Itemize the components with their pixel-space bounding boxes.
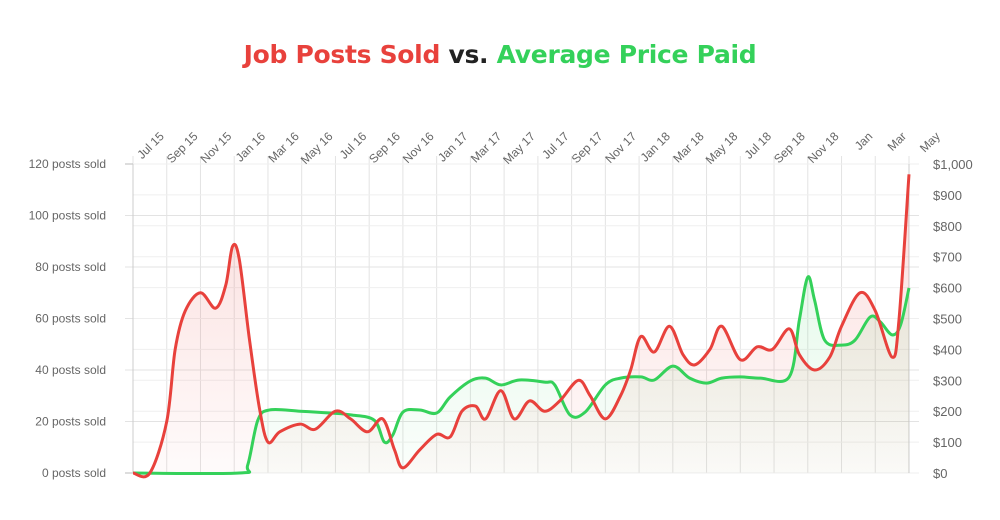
y-right-tick-label: $500 xyxy=(933,312,962,327)
x-tick-label: Nov 16 xyxy=(400,129,437,166)
x-tick-label: Jan 17 xyxy=(435,129,471,165)
x-tick-label: Mar 18 xyxy=(670,129,707,166)
y-left-tick-label: 40 posts sold xyxy=(35,363,106,377)
x-tick-label: Jan xyxy=(852,129,876,153)
x-tick-label: May 17 xyxy=(500,129,538,167)
y-right-tick-label: $200 xyxy=(933,404,962,419)
posts-sold-line xyxy=(132,174,911,479)
y-right-tick-label: $300 xyxy=(933,373,962,388)
y-right-tick-label: $700 xyxy=(933,250,962,265)
x-tick-label: Nov 18 xyxy=(805,129,842,166)
y-left-tick-label: 20 posts sold xyxy=(35,415,106,429)
x-tick-label: Jul 15 xyxy=(134,129,167,162)
y-right-tick-label: $800 xyxy=(933,219,962,234)
x-tick-label: Nov 15 xyxy=(198,129,235,166)
x-tick-label: Sep 18 xyxy=(771,129,808,166)
x-tick-label: Sep 15 xyxy=(164,129,201,166)
y-right-tick-label: $900 xyxy=(933,188,962,203)
x-tick-label: Jul 16 xyxy=(337,129,370,162)
y-right-tick-label: $1,000 xyxy=(933,157,973,172)
y-left-tick-label: 80 posts sold xyxy=(35,260,106,274)
title-price: Average Price Paid xyxy=(496,40,757,69)
y-left-tick-label: 60 posts sold xyxy=(35,312,106,326)
posts-area xyxy=(133,174,909,477)
x-tick-label: Jul 17 xyxy=(539,129,572,162)
title-posts: Job Posts Sold xyxy=(243,40,441,69)
x-tick-label: Mar 17 xyxy=(468,129,505,166)
x-tick-label: May xyxy=(917,129,943,155)
title-vs: vs. xyxy=(448,40,489,69)
x-tick-label: Jul 18 xyxy=(742,129,775,162)
average-price-line xyxy=(132,275,911,476)
y-right-tick-label: $100 xyxy=(933,435,962,450)
x-tick-label: Sep 16 xyxy=(366,129,403,166)
x-tick-label: Mar xyxy=(885,129,910,154)
x-tick-label: Mar 16 xyxy=(266,129,303,166)
chart-title: Job Posts Sold vs. Average Price Paid xyxy=(0,40,1000,69)
x-tick-label: Jan 16 xyxy=(233,129,269,165)
y-right-tick-label: $600 xyxy=(933,281,962,296)
y-right-tick-label: $0 xyxy=(933,466,947,481)
y-left-tick-label: 100 posts sold xyxy=(29,209,106,223)
y-left-tick-label: 0 posts sold xyxy=(42,466,106,480)
x-tick-label: May 16 xyxy=(298,129,336,167)
x-tick-label: Jan 18 xyxy=(638,129,674,165)
y-right-tick-label: $400 xyxy=(933,342,962,357)
x-tick-label: Nov 17 xyxy=(602,129,639,166)
x-tick-label: May 18 xyxy=(703,129,741,167)
x-tick-label: Sep 17 xyxy=(569,129,606,166)
y-left-tick-label: 120 posts sold xyxy=(29,157,106,171)
